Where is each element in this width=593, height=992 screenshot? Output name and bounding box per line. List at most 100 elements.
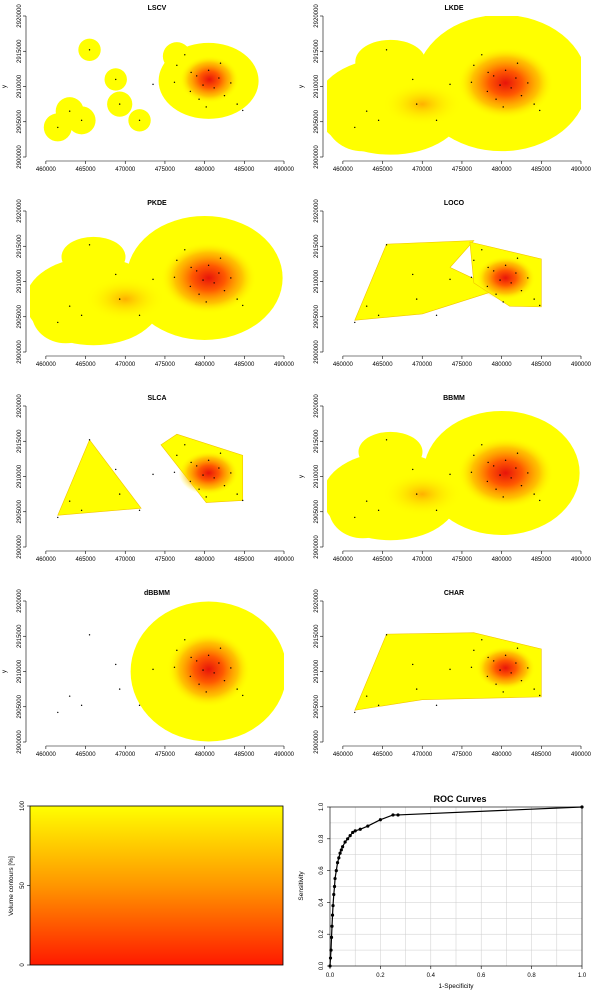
roc-point <box>346 837 350 841</box>
relocation-point <box>202 474 204 476</box>
map-panel-bbmm: 460000 465000 470000 475000 480000 485000 4900… <box>298 394 592 563</box>
relocation-point <box>57 516 59 519</box>
relocation-point <box>195 465 198 467</box>
relocation-point <box>195 270 198 272</box>
density-core <box>166 631 251 708</box>
relocation-point <box>481 54 483 56</box>
relocation-point <box>230 472 232 474</box>
panel-title: LSCV <box>148 5 167 12</box>
x-tick-label: 480000 <box>195 362 216 368</box>
roc-point <box>335 861 340 865</box>
x-tick-label: 480000 <box>492 557 513 563</box>
x-tick-label: 460000 <box>36 167 57 173</box>
panel-title: LKDE <box>444 5 463 12</box>
roc-point <box>334 869 338 873</box>
relocation-point <box>207 654 210 656</box>
relocation-point <box>57 711 59 714</box>
relocation-point <box>207 459 210 461</box>
density-core <box>178 450 239 495</box>
roc-point <box>343 840 347 844</box>
relocation-point <box>412 273 414 276</box>
relocation-point <box>236 688 238 690</box>
x-tick-label: 490000 <box>571 167 592 173</box>
roc-x-tick-label: 0.2 <box>376 973 385 979</box>
y-tick-label: 2900000 <box>17 340 23 364</box>
y-axis-label: y <box>1 84 8 88</box>
y-tick-label: 2900000 <box>314 730 320 754</box>
x-tick-label: 485000 <box>531 752 552 758</box>
roc-y-tick-label: 0.8 <box>319 834 325 843</box>
hull-polygon <box>57 439 142 516</box>
y-tick-label: 2915000 <box>17 234 23 258</box>
relocation-point <box>510 477 512 479</box>
relocation-point <box>473 454 475 457</box>
kernel-hull <box>61 236 126 277</box>
relocation-point <box>415 298 418 300</box>
relocation-point <box>385 244 388 246</box>
relocation-point <box>198 98 200 100</box>
relocation-point <box>57 126 59 129</box>
relocation-point <box>213 477 215 479</box>
relocation-point <box>415 688 418 690</box>
y-tick-label: 2900000 <box>17 145 23 169</box>
kernel-hull <box>355 39 426 84</box>
y-tick-label: 2915000 <box>314 234 320 258</box>
relocation-point <box>88 244 91 246</box>
relocation-point <box>492 660 495 662</box>
relocation-point <box>354 711 356 714</box>
roc-ylabel: Sensitivity <box>298 871 305 901</box>
y-axis-label: y <box>298 474 305 478</box>
relocation-point <box>176 454 178 457</box>
legend-tick-label: 0 <box>20 963 26 967</box>
x-tick-label: 475000 <box>452 362 473 368</box>
y-tick-label: 2915000 <box>17 624 23 648</box>
relocation-point <box>481 444 483 446</box>
relocation-point <box>516 452 519 454</box>
relocation-point <box>470 471 473 473</box>
x-tick-label: 475000 <box>155 752 176 758</box>
relocation-point <box>198 488 200 490</box>
home-range-surface <box>43 38 259 142</box>
relocation-point <box>502 301 504 303</box>
relocation-point <box>88 439 91 441</box>
relocation-point <box>236 103 238 105</box>
relocation-point <box>510 672 512 674</box>
y-tick-label: 2900000 <box>314 535 320 559</box>
x-tick-label: 475000 <box>155 167 176 173</box>
roc-y-tick-label: 1.0 <box>319 802 325 811</box>
relocation-point <box>202 84 204 86</box>
home-range-surface <box>327 16 581 155</box>
relocation-point <box>219 647 222 649</box>
legend-panel: Volume contours [%] 0 50 100 <box>8 800 284 967</box>
panel-title: BBMM <box>443 395 465 402</box>
x-tick-label: 465000 <box>76 557 97 563</box>
y-tick-label: 2920000 <box>17 4 23 28</box>
x-tick-label: 465000 <box>373 752 394 758</box>
x-tick-label: 480000 <box>492 362 513 368</box>
y-tick-label: 2910000 <box>314 659 320 683</box>
roc-y-tick-label: 0.2 <box>319 929 325 938</box>
relocation-point <box>190 461 192 464</box>
relocation-point <box>184 249 186 251</box>
relocation-point <box>57 321 59 324</box>
density-core <box>160 241 257 314</box>
relocation-point <box>198 683 200 685</box>
roc-point <box>332 892 336 897</box>
relocation-point <box>230 277 232 279</box>
relocation-point <box>213 672 215 674</box>
relocation-point <box>80 509 83 512</box>
y-tick-label: 2900000 <box>17 730 23 754</box>
relocation-point <box>492 75 495 77</box>
roc-point <box>328 964 332 968</box>
roc-point <box>333 876 337 881</box>
relocation-point <box>533 688 535 690</box>
x-tick-label: 460000 <box>36 557 57 563</box>
relocation-point <box>473 649 475 652</box>
relocation-point <box>138 314 141 317</box>
y-tick-label: 2920000 <box>314 199 320 223</box>
x-tick-label: 475000 <box>452 752 473 758</box>
relocation-point <box>230 667 232 669</box>
relocation-point <box>486 285 489 288</box>
y-tick-label: 2910000 <box>17 659 23 683</box>
legend-tick-label: 50 <box>20 882 26 889</box>
